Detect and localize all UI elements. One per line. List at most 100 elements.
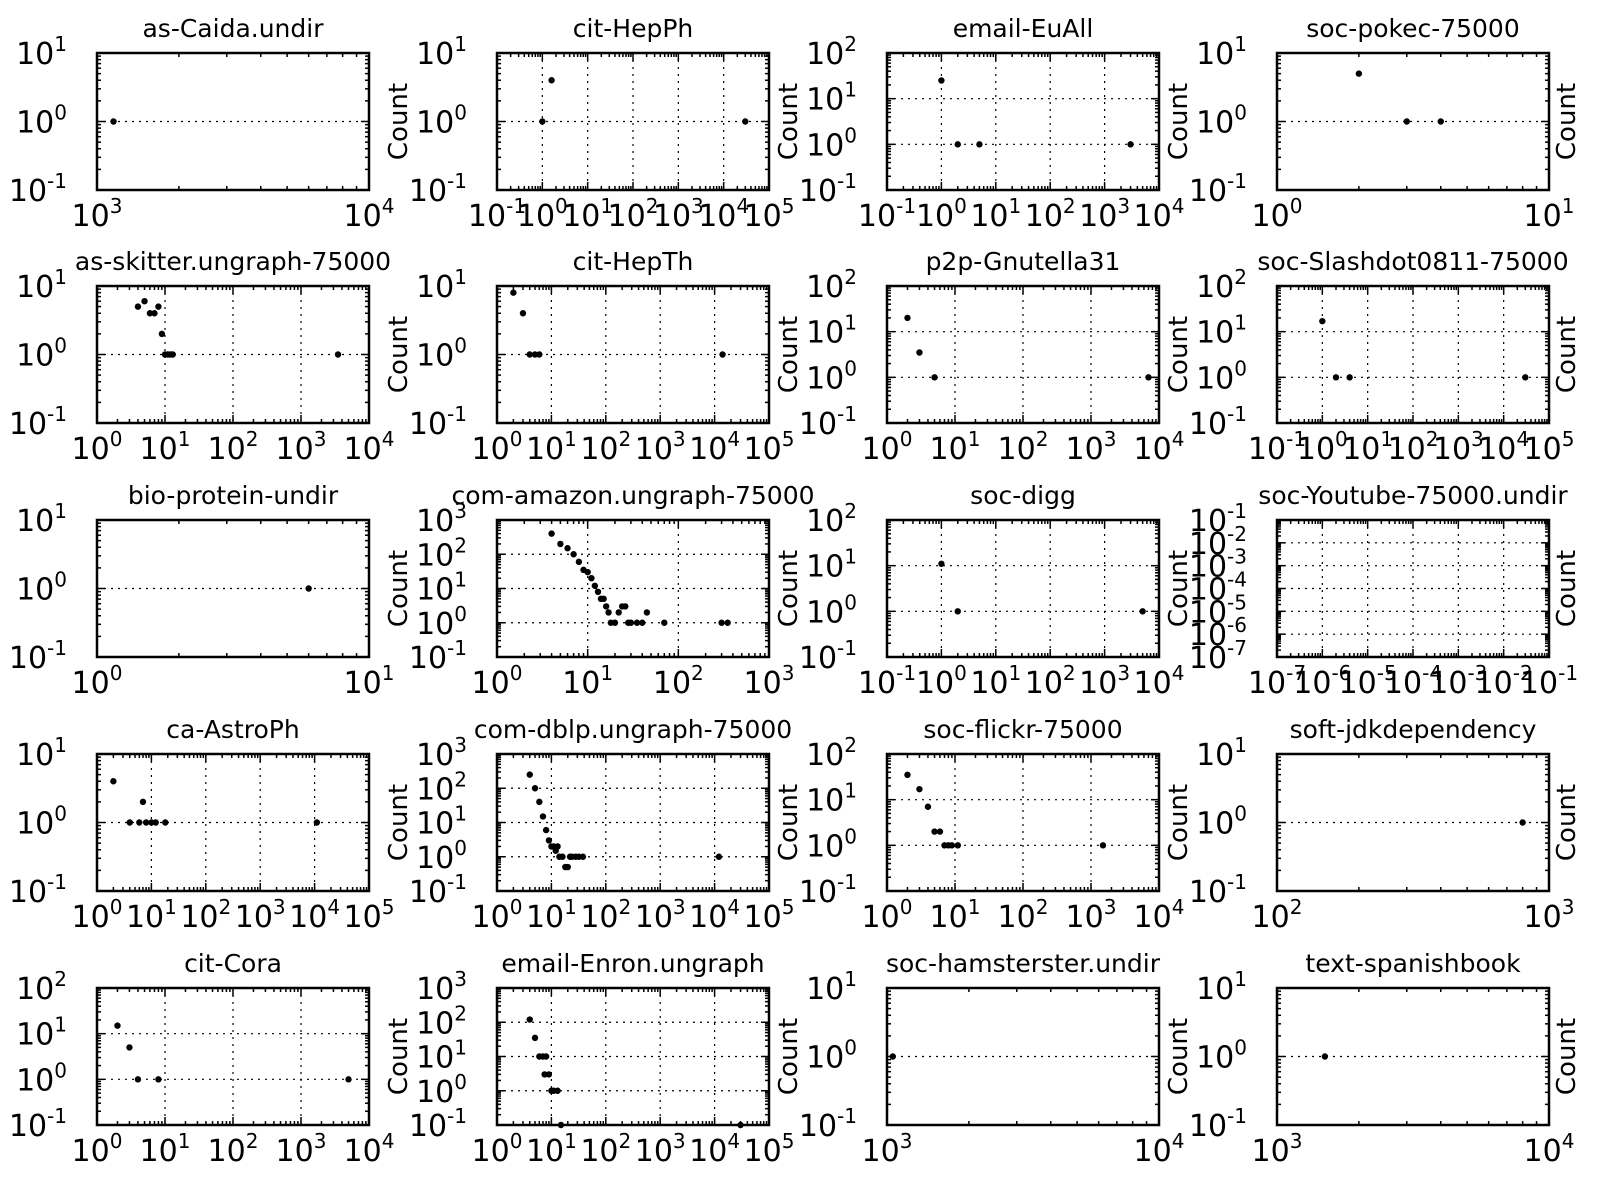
right-y-axis-label: Count [1552,1018,1582,1095]
x-tick-label: 101 [140,427,191,467]
data-point [1099,842,1107,849]
x-tick-label: 104 [1524,1129,1575,1169]
subplot-11: soc-Youtube-75000.undir10-710-610-510-41… [1164,481,1578,701]
x-tick-label: 103 [1066,427,1117,467]
x-tick-label: 102 [653,661,704,701]
x-tick-label: 102 [208,427,259,467]
subplot-title: soc-Youtube-75000.undir [1258,481,1568,510]
plot-frame [95,51,371,192]
data-point [615,609,622,616]
x-tick-label: 100 [472,1129,523,1169]
x-tick-label: 102 [1025,194,1076,234]
data-point [557,540,564,548]
data-point [526,1016,533,1023]
y-tick-label: 10-1 [9,870,67,910]
x-tick-label: 10-1 [858,194,916,234]
data-point [1319,317,1326,325]
y-tick-label: 101 [416,32,467,72]
y-tick-label: 100 [16,1058,67,1098]
data-point [904,314,911,322]
subplot-18: soc-hamsterster.undir 103 104 10-1 100 101Cou… [774,949,1184,1169]
data-point [1127,141,1134,148]
plot-frame [495,518,771,659]
plot-frame [1275,518,1551,659]
x-tick-label: 101 [562,661,613,701]
plot-frame [885,51,1161,192]
data-point [584,568,591,576]
data-point [539,813,547,820]
x-tick-label: 103 [635,895,686,935]
subplot-title: com-amazon.ungraph-75000 [451,481,814,510]
x-tick-label: 101 [970,194,1021,234]
x-tick-label: 100 [72,427,123,467]
y-axis-label: Count [384,550,414,627]
data-point [719,351,726,358]
data-point [724,619,731,626]
y-axis-label: Count [774,1018,804,1095]
y-tick-label: 10-7 [1189,636,1247,676]
subplot-title: soc-digg [970,481,1076,510]
data-point [1332,374,1340,381]
x-tick-label: 100 [472,661,523,701]
x-tick-label: 104 [344,427,395,467]
subplot-title: soc-hamsterster.undir [886,949,1161,978]
plot-frame [885,518,1161,659]
data-point [605,609,612,616]
y-tick-label: 100 [1196,101,1247,141]
data-point [152,819,159,826]
data-point [548,77,555,84]
y-tick-label: 101 [16,499,67,539]
data-point [742,118,749,125]
data-point [602,603,610,610]
data-point [600,595,607,603]
data-point [1321,1053,1329,1060]
right-y-axis-label: Count [1552,550,1582,627]
data-point [142,819,150,826]
x-tick-label: 104 [689,427,740,467]
data-point [938,77,945,84]
plot-frame [95,284,371,425]
data-point [1403,118,1410,125]
y-tick-label: 100 [806,356,857,396]
data-point [155,1076,162,1083]
y-tick-label: 101 [1196,311,1247,351]
y-tick-label: 101 [416,568,467,608]
plot-frame [95,752,371,893]
x-tick-label: 100 [1252,194,1303,234]
data-point [1522,374,1529,381]
x-tick-label: 103 [72,194,123,234]
x-tick-label: 101 [344,661,395,701]
y-tick-label: 10-1 [409,636,467,676]
data-point [305,585,312,592]
plot-frame [885,752,1161,893]
x-tick-label: 101 [562,194,613,234]
data-point [904,771,911,779]
data-point [536,351,543,358]
y-tick-label: 100 [806,590,857,630]
right-y-axis-label: Count [1552,784,1582,861]
right-y-axis-label: Count [1552,83,1582,160]
subplot-title: as-skitter.ungraph-75000 [75,247,391,276]
x-tick-label: 100 [472,895,523,935]
x-tick-label: 105 [1524,427,1575,467]
data-point [575,558,583,566]
y-tick-label: 101 [416,265,467,305]
y-axis-label: Count [1164,316,1194,393]
x-tick-label: 105 [344,895,395,935]
y-tick-label: 100 [1196,1036,1247,1076]
x-tick-label: 103 [1524,895,1575,935]
x-tick-label: 102 [580,895,631,935]
data-point [334,351,342,358]
y-tick-label: 101 [16,1013,67,1053]
data-point [134,1076,142,1083]
x-tick-label: 101 [1342,427,1393,467]
data-point [661,619,668,626]
x-tick-label: 103 [635,1129,686,1169]
x-tick-label: 102 [208,1129,259,1169]
subplot-title: bio-protein-undir [128,481,339,510]
data-point [162,819,169,826]
data-point [548,530,555,537]
